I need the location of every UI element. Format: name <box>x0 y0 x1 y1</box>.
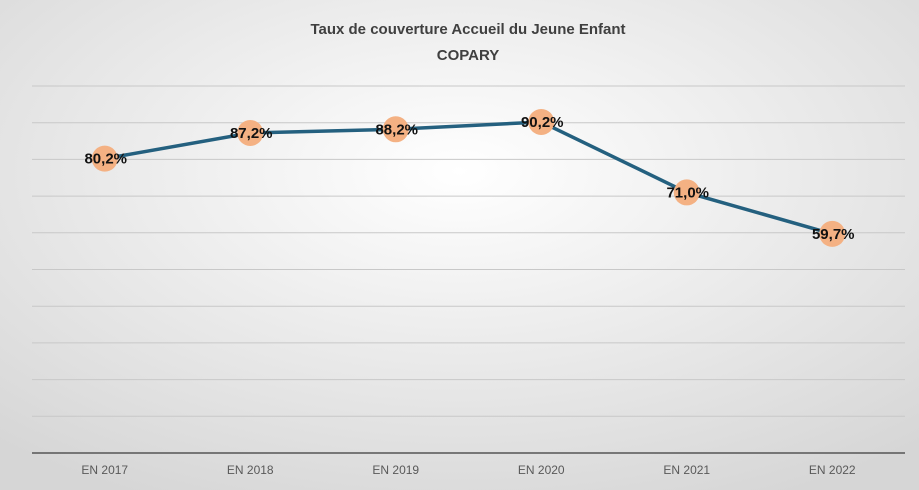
x-tick-label: EN 2019 <box>372 463 419 477</box>
marker <box>91 145 118 172</box>
x-tick-label: EN 2021 <box>663 463 710 477</box>
x-tick-label: EN 2022 <box>809 463 856 477</box>
data-label: 90,2% <box>521 114 564 131</box>
chart-title: Taux de couverture Accueil du Jeune Enfa… <box>310 21 625 38</box>
marker <box>528 108 555 135</box>
chart-subtitle: COPARY <box>437 47 500 64</box>
line <box>104 120 833 236</box>
marker <box>819 220 846 247</box>
data-label: 87,2% <box>230 125 273 142</box>
data-label: 71,0% <box>666 184 709 201</box>
x-tick-label: EN 2017 <box>81 463 128 477</box>
data-label: 80,2% <box>84 151 127 168</box>
marker <box>673 179 700 206</box>
data-label: 88,2% <box>375 121 418 138</box>
data-label: 59,7% <box>812 226 855 243</box>
marker <box>382 116 409 143</box>
marker <box>237 119 264 146</box>
x-tick-label: EN 2018 <box>227 463 274 477</box>
x-tick-label: EN 2020 <box>518 463 565 477</box>
